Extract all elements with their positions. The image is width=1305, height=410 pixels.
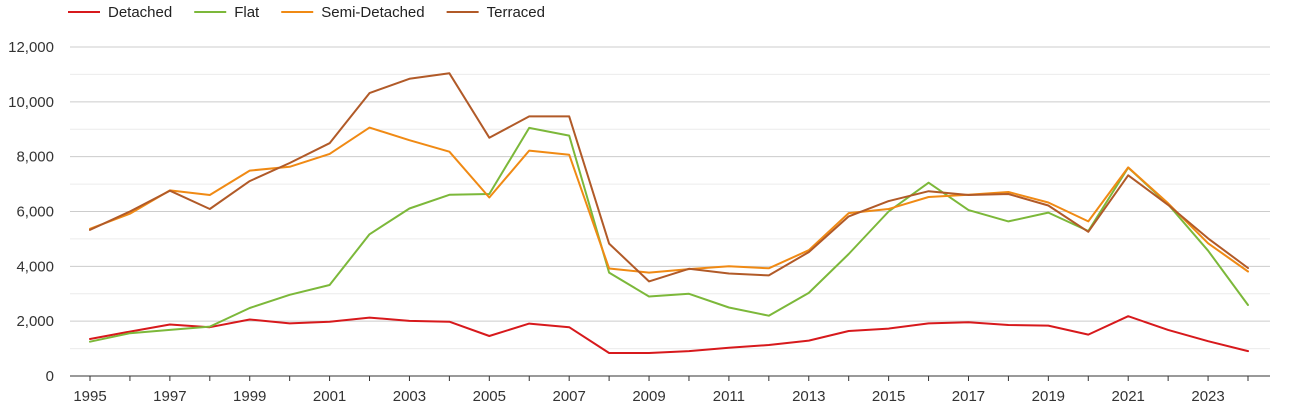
x-tick-label: 2023 [1191, 388, 1224, 405]
x-tick-label: 2011 [713, 388, 745, 405]
x-axis-ticks: 1995 1997 1999 2001 2003 2005 2007 2009 2011 2013… [73, 376, 1249, 405]
x-tick-label: 2019 [1032, 388, 1065, 405]
legend-label: Detached [108, 4, 172, 21]
legend-label: Flat [234, 4, 260, 21]
series-line-detached [89, 315, 1249, 354]
x-tick-label: 1995 [73, 388, 106, 405]
x-tick-label: 2005 [473, 388, 506, 405]
legend-label: Terraced [487, 4, 545, 21]
series-lines [89, 72, 1249, 354]
y-axis-ticks: 0 2,000 4,000 6,000 8,000 10,000 12,000 [8, 39, 54, 385]
x-tick-label: 2017 [952, 388, 985, 405]
x-tick-label: 2007 [552, 388, 585, 405]
series-line-terraced [89, 72, 1249, 283]
x-tick-label: 2013 [792, 388, 825, 405]
x-tick-label: 2001 [313, 388, 346, 405]
x-tick-label: 2003 [393, 388, 426, 405]
x-tick-label: 2009 [632, 388, 665, 405]
y-tick-label: 8,000 [16, 149, 54, 166]
series-line-flat [89, 126, 1249, 343]
y-tick-label: 0 [46, 368, 54, 385]
legend: Detached Flat Semi-Detached Terraced [68, 4, 545, 21]
x-tick-label: 2015 [872, 388, 905, 405]
y-tick-label: 4,000 [16, 258, 54, 275]
legend-item-semi-detached[interactable]: Semi-Detached [281, 4, 425, 21]
legend-label: Semi-Detached [321, 4, 424, 21]
legend-item-detached[interactable]: Detached [68, 4, 172, 21]
x-tick-label: 2021 [1112, 388, 1145, 405]
gridlines [70, 46, 1270, 350]
series-line-semi-detached [89, 126, 1249, 274]
x-tick-label: 1997 [153, 388, 186, 405]
y-tick-label: 10,000 [8, 94, 54, 111]
legend-item-flat[interactable]: Flat [194, 4, 260, 21]
y-tick-label: 12,000 [8, 39, 54, 56]
legend-item-terraced[interactable]: Terraced [446, 4, 545, 21]
y-tick-label: 6,000 [16, 204, 54, 221]
x-tick-label: 1999 [233, 388, 266, 405]
y-tick-label: 2,000 [16, 313, 54, 330]
